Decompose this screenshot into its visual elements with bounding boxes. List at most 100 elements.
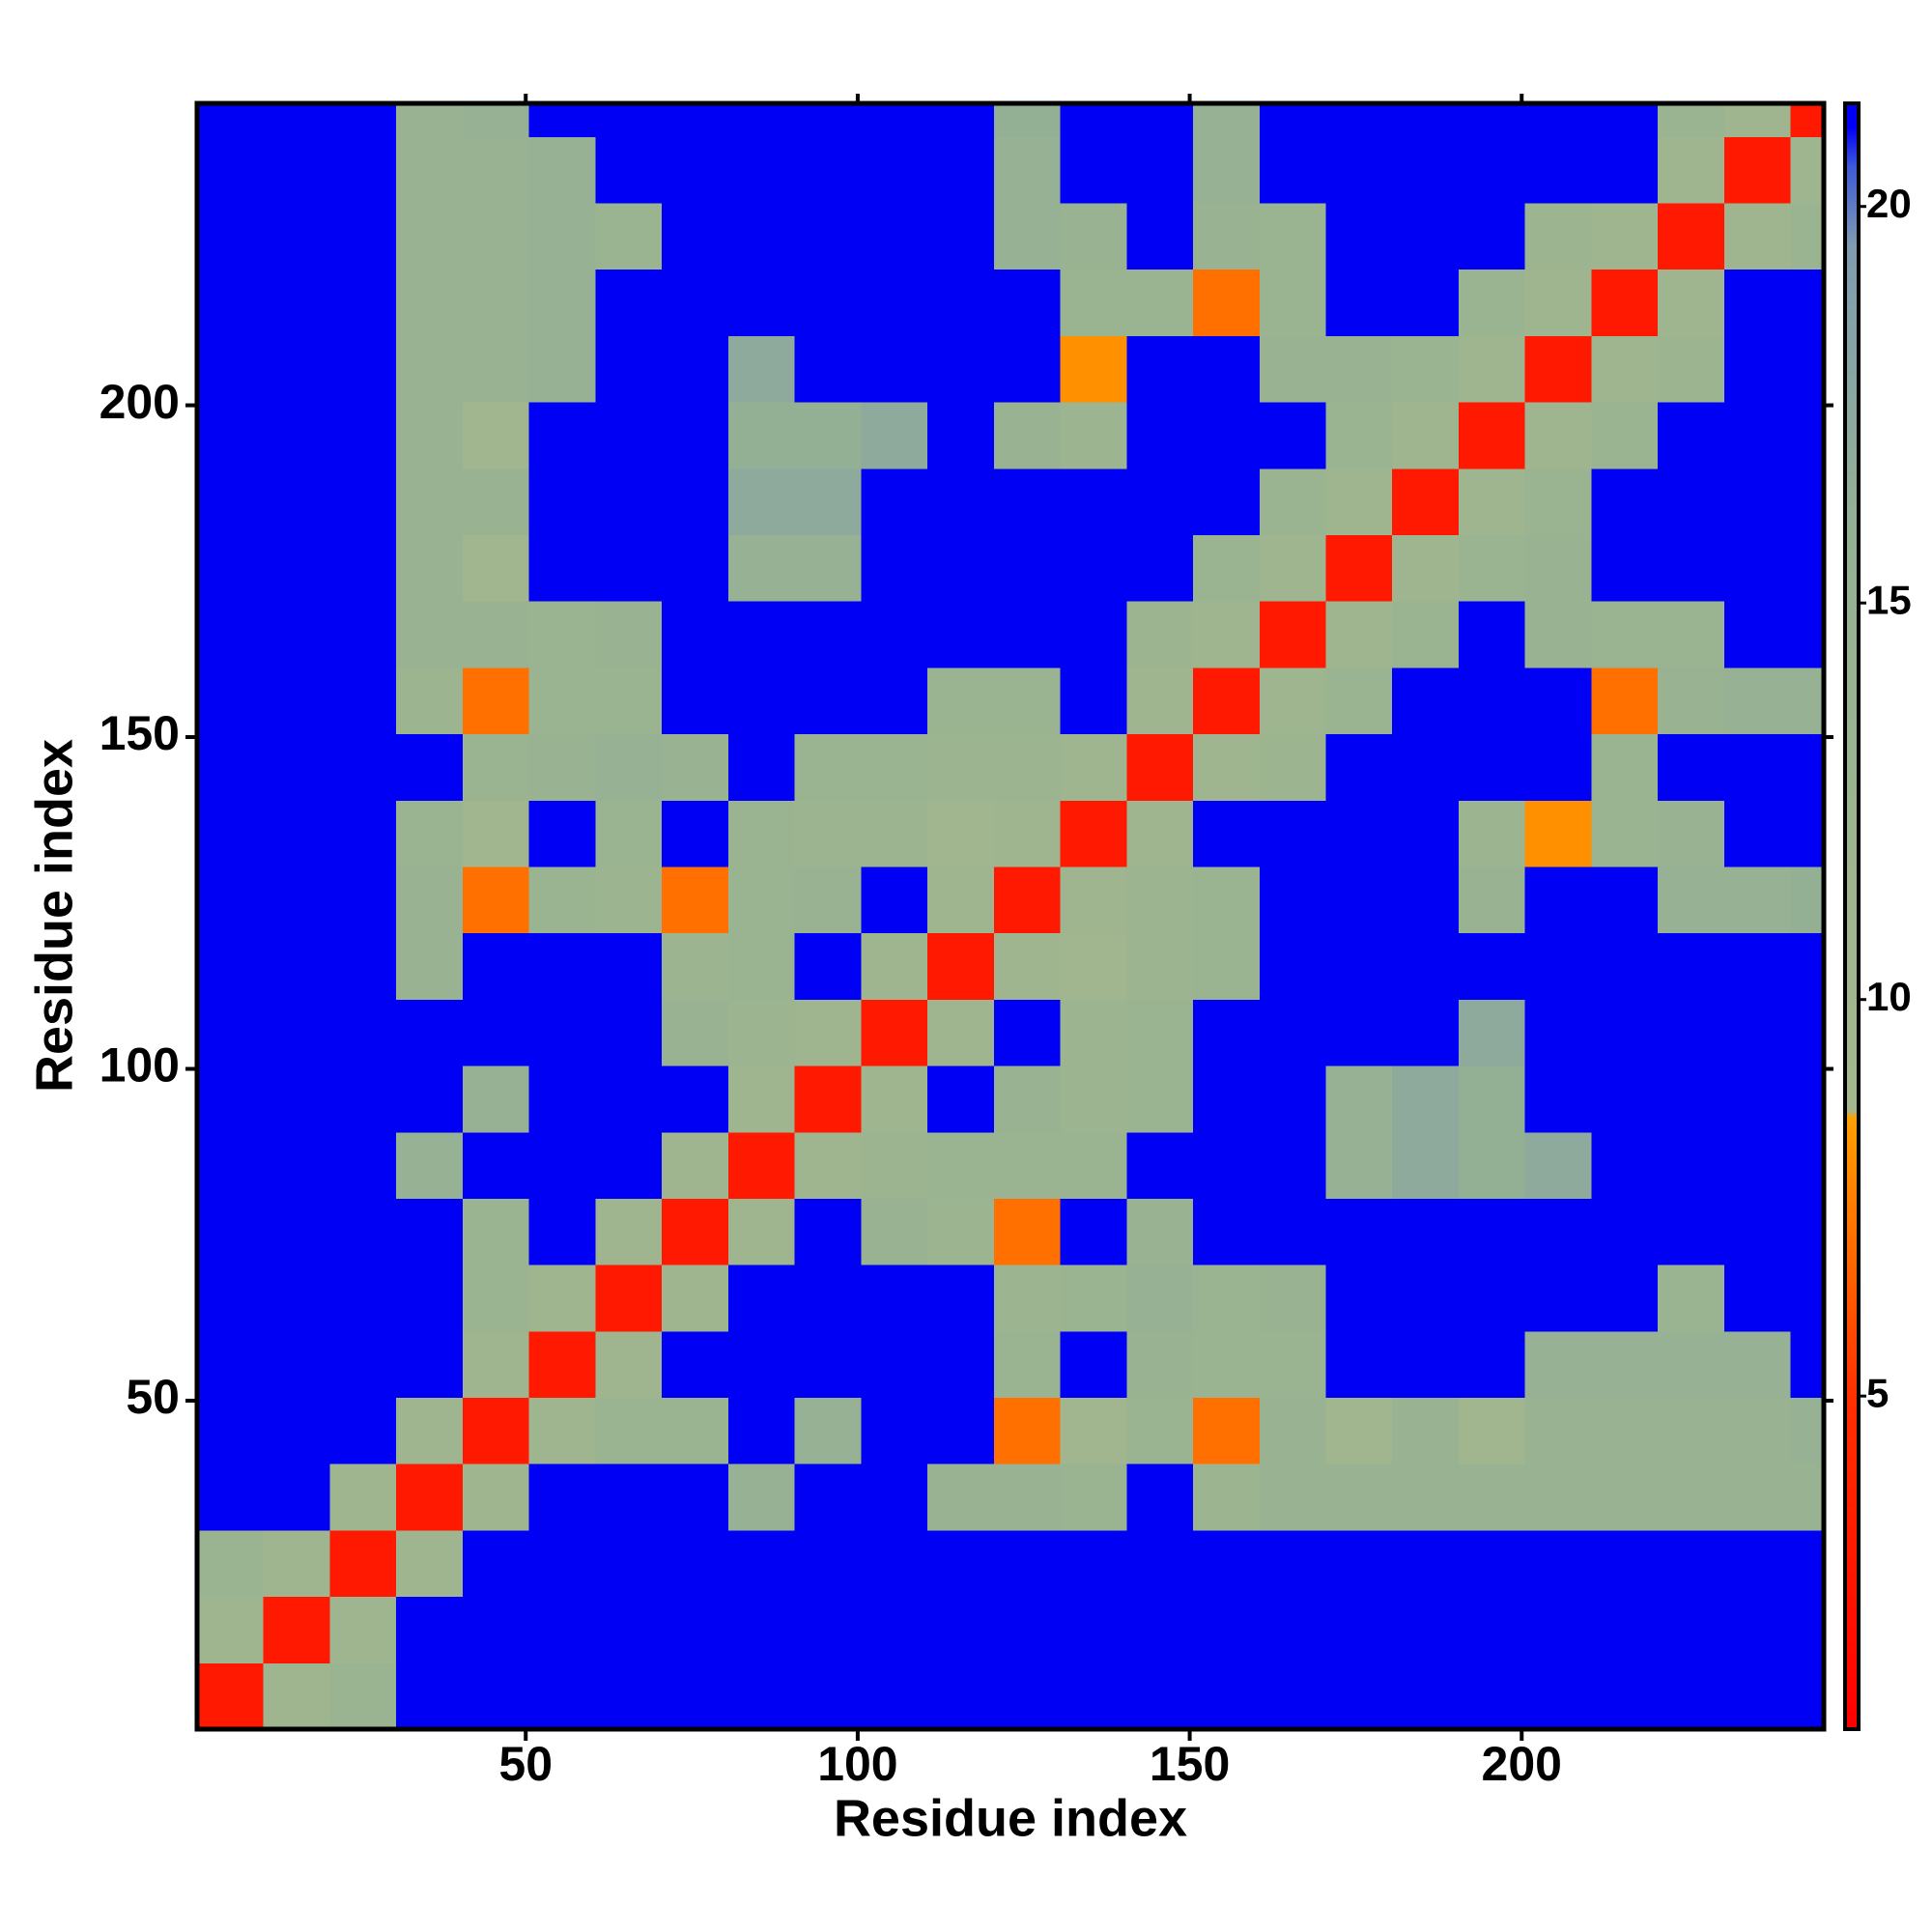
heatmap-cell <box>1126 1330 1194 1399</box>
heatmap-cell <box>993 1264 1062 1332</box>
heatmap-cell <box>1458 733 1526 801</box>
heatmap-cell <box>1126 269 1194 336</box>
heatmap-cell <box>329 1330 397 1399</box>
heatmap-cell <box>1126 203 1194 270</box>
heatmap-cell <box>1325 1198 1393 1265</box>
heatmap-cell <box>396 800 464 867</box>
heatmap-cell <box>263 1463 330 1531</box>
heatmap-cell <box>1259 932 1326 1000</box>
heatmap-cell <box>1790 1397 1825 1464</box>
heatmap-cell <box>528 733 596 801</box>
heatmap-cell <box>462 1463 530 1531</box>
heatmap-cell <box>462 136 530 204</box>
heatmap-cell <box>1060 402 1127 469</box>
heatmap-cell <box>1790 269 1825 336</box>
heatmap-cell <box>993 103 1062 137</box>
heatmap-cell <box>528 1198 596 1265</box>
heatmap-cell <box>861 1131 928 1199</box>
heatmap-cell <box>595 733 663 801</box>
heatmap-cell <box>197 1662 265 1730</box>
heatmap-cell <box>727 534 796 602</box>
heatmap-cell <box>1658 1596 1725 1663</box>
heatmap-cell <box>197 402 265 469</box>
heatmap-cell <box>396 468 464 536</box>
heatmap-cell <box>1060 932 1127 1000</box>
heatmap-cell <box>396 1198 464 1265</box>
heatmap-cell <box>727 1198 796 1265</box>
heatmap-cell <box>396 1463 464 1531</box>
heatmap-cell <box>1723 103 1792 137</box>
heatmap-cell <box>1193 335 1261 403</box>
heatmap-cell <box>1325 1264 1393 1332</box>
heatmap-cell <box>1591 1330 1659 1399</box>
heatmap-cell <box>462 866 530 934</box>
heatmap-cell <box>794 136 862 204</box>
heatmap-cell <box>1591 136 1659 204</box>
heatmap-cell <box>1524 1397 1592 1464</box>
heatmap-cell <box>1325 1463 1393 1531</box>
heatmap-cell <box>861 800 928 867</box>
heatmap-cell <box>1126 601 1194 668</box>
heatmap-cell <box>528 335 596 403</box>
heatmap-cell <box>861 468 928 536</box>
heatmap-cell <box>197 1330 265 1399</box>
heatmap-cell <box>1790 1330 1825 1399</box>
heatmap-cell <box>794 1198 862 1265</box>
heatmap-cell <box>861 335 928 403</box>
heatmap-cell <box>861 1330 928 1399</box>
heatmap-cell <box>1723 1131 1792 1199</box>
heatmap-cell <box>927 203 995 270</box>
heatmap-cell <box>1524 136 1592 204</box>
heatmap-cell <box>1259 800 1326 867</box>
heatmap-cell <box>528 468 596 536</box>
heatmap-cell <box>1458 866 1526 934</box>
heatmap-cell <box>263 733 330 801</box>
heatmap-cell <box>662 1330 729 1399</box>
heatmap-cell <box>1524 999 1592 1066</box>
heatmap-cell <box>993 1463 1062 1531</box>
heatmap-cell <box>1591 203 1659 270</box>
heatmap-cell <box>861 1529 928 1598</box>
heatmap-cell <box>1458 1397 1526 1464</box>
heatmap-cell <box>1790 136 1825 204</box>
heatmap-cell <box>329 468 397 536</box>
heatmap-cell <box>528 269 596 336</box>
heatmap-cell <box>1325 468 1393 536</box>
heatmap-cell <box>1193 1198 1261 1265</box>
heatmap-cell <box>329 136 397 204</box>
heatmap-cell <box>396 932 464 1000</box>
heatmap-cell <box>794 667 862 735</box>
heatmap-cell <box>595 269 663 336</box>
heatmap-cell <box>927 1596 995 1663</box>
heatmap-cell <box>1524 1264 1592 1332</box>
heatmap-cell <box>727 1596 796 1663</box>
heatmap-cell <box>197 667 265 735</box>
heatmap-cell <box>1193 269 1261 336</box>
heatmap-cell <box>1126 1463 1194 1531</box>
heatmap-cell <box>1591 1596 1659 1663</box>
colorbar-tick-label: 15 <box>1866 577 1912 622</box>
heatmap-cell <box>1193 1397 1261 1464</box>
x-tick-label: 150 <box>1150 1737 1230 1791</box>
heatmap-cell <box>1126 136 1194 204</box>
heatmap-cell <box>1658 733 1725 801</box>
heatmap-cell <box>595 1596 663 1663</box>
heatmap-cell <box>396 667 464 735</box>
heatmap-cell <box>1723 1397 1792 1464</box>
heatmap-cell <box>1658 1131 1725 1199</box>
heatmap-cell <box>1591 667 1659 735</box>
heatmap-cell <box>1060 203 1127 270</box>
heatmap-cell <box>462 468 530 536</box>
heatmap-cell <box>1193 932 1261 1000</box>
y-tick-label: 200 <box>99 375 180 429</box>
heatmap-cell <box>595 1463 663 1531</box>
heatmap-cell <box>1259 667 1326 735</box>
heatmap-cell <box>1591 1264 1659 1332</box>
heatmap-cell <box>1325 932 1393 1000</box>
heatmap-cell <box>462 1264 530 1332</box>
heatmap-cell <box>927 1463 995 1531</box>
heatmap-cell <box>1325 534 1393 602</box>
heatmap-cell <box>1723 800 1792 867</box>
heatmap-cell <box>1060 1397 1127 1464</box>
heatmap-cell <box>396 136 464 204</box>
